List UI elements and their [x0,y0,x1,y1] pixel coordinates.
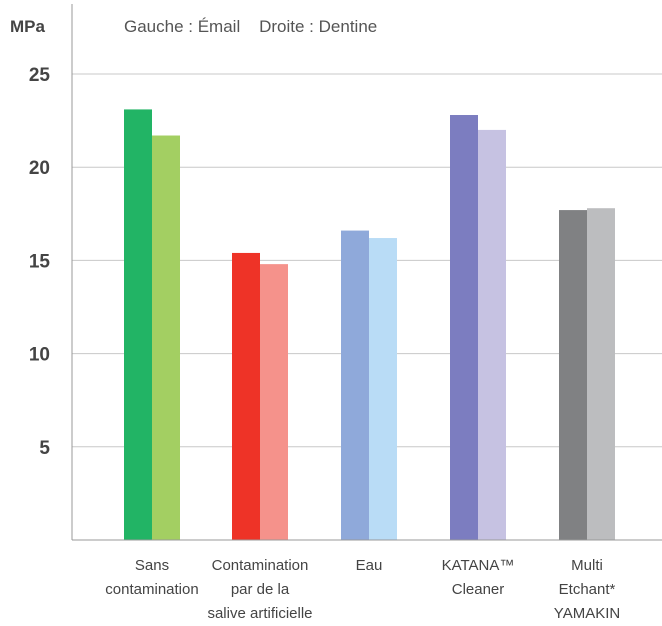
x-category-label: salive artificielle [207,605,312,622]
x-category-label: Multi [571,557,603,574]
bar-dentine [260,264,288,540]
bar-dentine [369,238,397,541]
x-category-label: Etchant* [559,581,616,598]
y-axis-unit: MPa [10,17,46,36]
bar-email [341,230,369,541]
x-category-label: KATANA™ [442,557,515,574]
y-tick-label: 20 [29,158,50,179]
bar-email [450,115,478,541]
y-tick-labels: 5 10 15 20 25 [29,65,51,459]
y-tick-label: 25 [29,65,51,86]
x-category-label: Cleaner [452,581,505,598]
bar-email [124,109,152,540]
x-category-label: YAMAKIN [554,605,620,622]
bar-dentine [478,129,506,541]
bars [124,109,615,541]
legend-text: Gauche : Émail Droite : Dentine [124,17,377,36]
x-category-label: Contamination [212,557,309,574]
bar-dentine [587,208,615,540]
y-tick-label: 15 [29,251,51,272]
y-tick-label: 10 [29,345,50,366]
bar-email [232,252,260,540]
x-category-label: contamination [105,581,198,598]
x-category-label: Eau [356,557,383,574]
x-category-labels: Sans contamination Contamination par de la s… [105,557,620,622]
x-category-label: Sans [135,557,169,574]
bar-email [559,210,587,540]
bar-dentine [152,135,180,540]
x-category-label: par de la [231,581,290,598]
y-tick-label: 5 [39,438,50,459]
